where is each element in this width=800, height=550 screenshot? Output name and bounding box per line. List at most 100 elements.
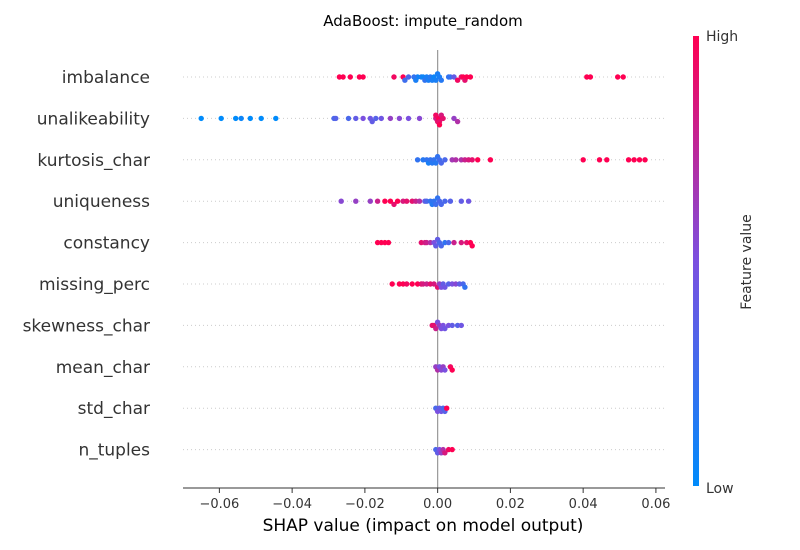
data-point [451, 74, 457, 80]
data-point [387, 115, 394, 122]
data-point [369, 118, 375, 125]
data-point [438, 160, 444, 166]
data-points [198, 71, 648, 456]
data-point [469, 243, 475, 249]
data-point [409, 281, 415, 287]
data-point [454, 118, 461, 125]
x-tick-label: 0.06 [641, 497, 670, 512]
data-point [404, 281, 410, 287]
data-point [464, 239, 470, 246]
data-point [360, 74, 366, 80]
data-point [394, 198, 401, 204]
data-point [273, 115, 279, 122]
data-point [353, 115, 359, 122]
feature-label: mean_char [56, 358, 150, 378]
data-point [391, 201, 397, 208]
data-point [442, 284, 448, 290]
data-point [454, 77, 461, 83]
data-point [642, 157, 648, 163]
data-point [438, 201, 444, 208]
data-point [405, 74, 412, 80]
feature-labels: imbalance unalikeability kurtosis_charuniq… [23, 68, 151, 461]
data-point [631, 157, 637, 163]
data-point [367, 198, 373, 204]
data-point [442, 239, 448, 246]
data-point [374, 198, 381, 204]
data-point [453, 281, 459, 287]
data-point [373, 115, 379, 122]
data-point [233, 115, 239, 122]
data-point [336, 74, 343, 80]
data-point [433, 201, 439, 208]
data-point [424, 198, 430, 204]
colorbar-low-label: Low [706, 481, 734, 497]
data-point [387, 198, 394, 204]
data-point [431, 281, 437, 287]
data-point [391, 74, 397, 80]
data-point [424, 239, 430, 246]
colorbar [693, 36, 699, 486]
data-point [604, 157, 610, 163]
x-tick-label: −0.02 [345, 497, 385, 512]
data-point [405, 115, 412, 122]
data-point [580, 157, 586, 163]
x-tick-label: −0.04 [272, 497, 312, 512]
data-point [413, 77, 419, 83]
data-point [449, 322, 455, 329]
data-point [440, 115, 446, 122]
data-point [333, 115, 339, 122]
data-point [414, 281, 421, 287]
data-point [444, 405, 450, 411]
feature-label: missing_perc [39, 275, 150, 295]
feature-label: imbalance [62, 68, 150, 88]
data-point [438, 77, 444, 83]
data-point [338, 198, 344, 204]
data-point [615, 74, 621, 80]
data-point [396, 115, 403, 122]
data-point [636, 157, 643, 163]
data-point [414, 157, 421, 163]
data-point [442, 367, 448, 373]
x-tick-label: 0.00 [423, 497, 452, 512]
feature-label: std_char [78, 399, 150, 419]
feature-label: unalikeability [37, 109, 150, 129]
data-point [451, 115, 457, 122]
data-point [433, 160, 439, 166]
data-point [347, 74, 353, 80]
data-point [198, 115, 204, 122]
data-point [458, 198, 464, 204]
data-point [424, 281, 430, 287]
x-tick-label: 0.02 [496, 497, 525, 512]
data-point [620, 74, 626, 80]
data-point [433, 325, 439, 332]
data-point [442, 325, 448, 332]
data-point [445, 74, 452, 80]
data-point [378, 115, 384, 122]
data-point [475, 157, 481, 163]
data-point [413, 198, 419, 204]
data-point [353, 198, 359, 204]
data-point [596, 157, 603, 163]
data-point [465, 198, 472, 204]
data-point [458, 239, 464, 246]
data-point [438, 243, 444, 249]
data-point [458, 322, 464, 329]
data-point [587, 74, 594, 80]
feature-label: skewness_char [23, 316, 150, 336]
data-point [445, 239, 452, 246]
data-point [382, 198, 388, 204]
x-tick-label: 0.04 [569, 497, 598, 512]
data-point [389, 281, 395, 287]
data-point [451, 239, 457, 246]
data-point [442, 157, 448, 163]
data-point [469, 157, 475, 163]
x-axis-ticks: −0.06 −0.04 −0.02 0.00 0.02 0.04 0.06 [199, 488, 670, 512]
data-point [449, 367, 455, 373]
data-point [449, 446, 455, 453]
data-point [467, 74, 474, 80]
data-point [345, 115, 352, 122]
data-point [356, 74, 363, 80]
data-point [453, 157, 459, 163]
data-point [374, 239, 381, 246]
